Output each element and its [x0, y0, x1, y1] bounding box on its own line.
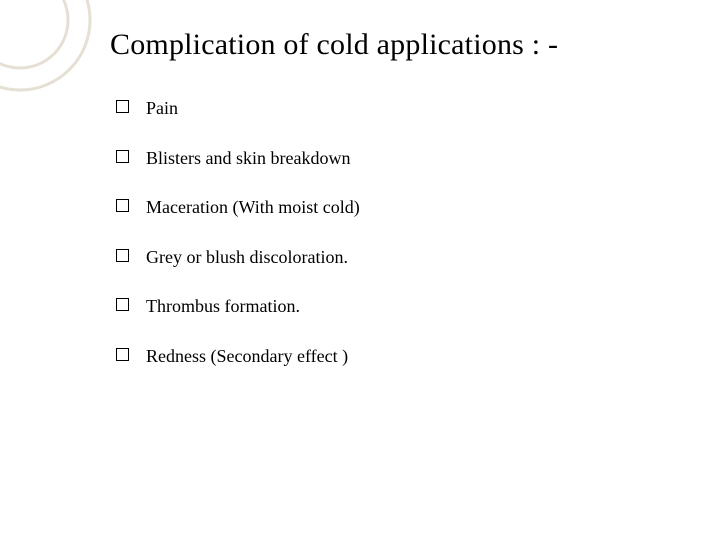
list-item-label: Blisters and skin breakdown [146, 148, 350, 168]
square-bullet-icon [116, 249, 129, 262]
list-item: Maceration (With moist cold) [146, 197, 680, 219]
list-item-label: Maceration (With moist cold) [146, 197, 360, 217]
list-item-label: Grey or blush discoloration. [146, 247, 348, 267]
list-item-label: Pain [146, 98, 178, 118]
square-bullet-icon [116, 100, 129, 113]
list-item-label: Redness (Secondary effect ) [146, 346, 348, 366]
slide-container: Complication of cold applications : - Pa… [0, 0, 720, 540]
list-item: Redness (Secondary effect ) [146, 346, 680, 368]
slide-title: Complication of cold applications : - [110, 28, 680, 62]
list-item: Pain [146, 98, 680, 120]
square-bullet-icon [116, 348, 129, 361]
square-bullet-icon [116, 298, 129, 311]
list-item: Grey or blush discoloration. [146, 247, 680, 269]
bullet-list: Pain Blisters and skin breakdown Macerat… [110, 98, 680, 368]
list-item: Blisters and skin breakdown [146, 148, 680, 170]
square-bullet-icon [116, 150, 129, 163]
list-item-label: Thrombus formation. [146, 296, 300, 316]
square-bullet-icon [116, 199, 129, 212]
list-item: Thrombus formation. [146, 296, 680, 318]
